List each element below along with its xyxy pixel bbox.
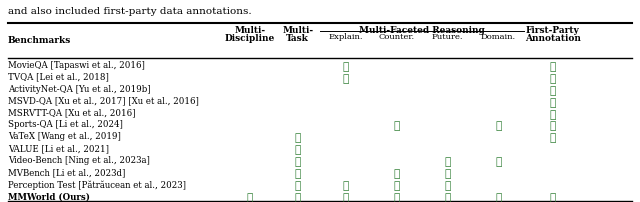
Text: Multi-Faceted Reasoning: Multi-Faceted Reasoning [359,26,485,35]
Text: First-Party: First-Party [525,26,579,35]
Text: and also included first-party data annotations.: and also included first-party data annot… [8,7,252,16]
Text: ✓: ✓ [294,132,301,143]
Text: ✓: ✓ [294,144,301,155]
Text: ✓: ✓ [294,179,301,190]
Text: MSRVTT-QA [Xu et al., 2016]: MSRVTT-QA [Xu et al., 2016] [8,108,135,117]
Text: ✓: ✓ [549,96,556,107]
Text: ✓: ✓ [549,108,556,119]
Text: ✓: ✓ [495,120,502,131]
Text: ✓: ✓ [444,167,451,179]
Text: VaTeX [Wang et al., 2019]: VaTeX [Wang et al., 2019] [8,132,120,141]
Text: ✓: ✓ [342,72,349,83]
Text: MSVD-QA [Xu et al., 2017] [Xu et al., 2016]: MSVD-QA [Xu et al., 2017] [Xu et al., 20… [8,96,198,105]
Text: ✓: ✓ [294,156,301,167]
Text: ✓: ✓ [246,191,253,202]
Text: ✓: ✓ [444,156,451,167]
Text: ✓: ✓ [549,132,556,143]
Text: ✓: ✓ [393,167,399,179]
Text: Benchmarks: Benchmarks [8,36,71,45]
Text: ✓: ✓ [444,191,451,202]
Text: ✓: ✓ [549,120,556,131]
Text: Discipline: Discipline [225,33,275,42]
Text: VALUE [Li et al., 2021]: VALUE [Li et al., 2021] [8,144,109,153]
Text: Annotation: Annotation [525,33,580,42]
Text: ✓: ✓ [342,191,349,202]
Text: Perception Test [Pătrăucean et al., 2023]: Perception Test [Pătrăucean et al., 2023… [8,179,186,189]
Text: Explain.: Explain. [328,33,363,41]
Text: ✓: ✓ [549,60,556,71]
Text: ActivityNet-QA [Yu et al., 2019b]: ActivityNet-QA [Yu et al., 2019b] [8,84,150,93]
Text: ✓: ✓ [495,191,502,202]
Text: Video-Bench [Ning et al., 2023a]: Video-Bench [Ning et al., 2023a] [8,156,150,165]
Text: ✓: ✓ [342,179,349,190]
Text: MVBench [Li et al., 2023d]: MVBench [Li et al., 2023d] [8,167,125,177]
Text: ✓: ✓ [549,191,556,202]
Text: Future.: Future. [432,33,463,41]
Text: ✓: ✓ [342,60,349,71]
Text: ✓: ✓ [294,167,301,179]
Text: ✓: ✓ [495,156,502,167]
Text: Multi-: Multi- [282,26,313,35]
Text: ✓: ✓ [393,191,399,202]
Text: Domain.: Domain. [481,33,516,41]
Text: Counter.: Counter. [378,33,415,41]
Text: ✓: ✓ [549,72,556,83]
Text: ✓: ✓ [393,179,399,190]
Text: Multi-: Multi- [234,26,266,35]
Text: MMWorld (Ours): MMWorld (Ours) [8,191,90,200]
Text: ✓: ✓ [444,179,451,190]
Text: Sports-QA [Li et al., 2024]: Sports-QA [Li et al., 2024] [8,120,123,129]
Text: Task: Task [286,33,309,42]
Text: ✓: ✓ [294,191,301,202]
Text: TVQA [Lei et al., 2018]: TVQA [Lei et al., 2018] [8,72,109,81]
Text: ✓: ✓ [393,120,399,131]
Text: MovieQA [Tapaswi et al., 2016]: MovieQA [Tapaswi et al., 2016] [8,60,145,69]
Text: ✓: ✓ [549,84,556,95]
